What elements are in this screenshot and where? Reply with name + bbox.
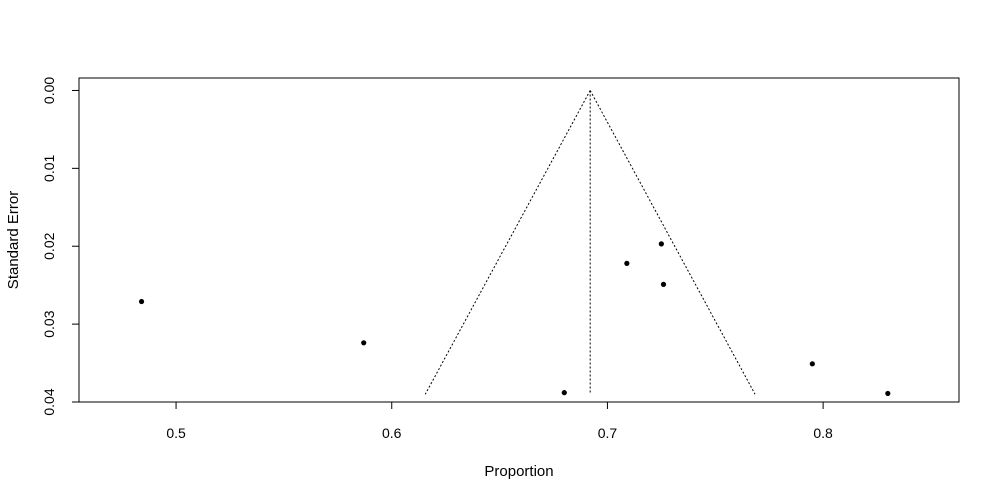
data-points	[138, 241, 891, 397]
y-tick-label: 0.03	[41, 310, 57, 337]
funnel-lines	[424, 90, 756, 395]
data-point	[561, 390, 567, 396]
data-point	[809, 361, 815, 367]
y-tick-label: 0.04	[41, 388, 57, 415]
x-tick-label: 0.5	[166, 425, 186, 441]
x-tick-label: 0.8	[813, 425, 833, 441]
plot-frame	[78, 77, 960, 403]
y-axis: 0.00 0.01 0.02 0.03 0.04	[41, 77, 79, 416]
x-axis: 0.5 0.6 0.7 0.8	[166, 402, 833, 441]
data-point	[885, 390, 891, 397]
data-point	[138, 298, 145, 305]
y-axis-title: Standard Error	[5, 191, 22, 289]
y-tick-label: 0.02	[41, 232, 57, 259]
y-tick-label: 0.00	[41, 77, 57, 104]
data-point	[658, 241, 664, 247]
funnel-left-line	[424, 90, 591, 395]
data-point	[361, 340, 367, 346]
x-tick-label: 0.7	[598, 425, 618, 441]
x-axis-title: Proportion	[484, 463, 553, 480]
funnel-right-line	[589, 90, 756, 395]
data-point	[624, 260, 630, 266]
y-tick-label: 0.01	[41, 155, 57, 182]
x-tick-label: 0.6	[382, 425, 402, 441]
data-point	[660, 281, 667, 287]
